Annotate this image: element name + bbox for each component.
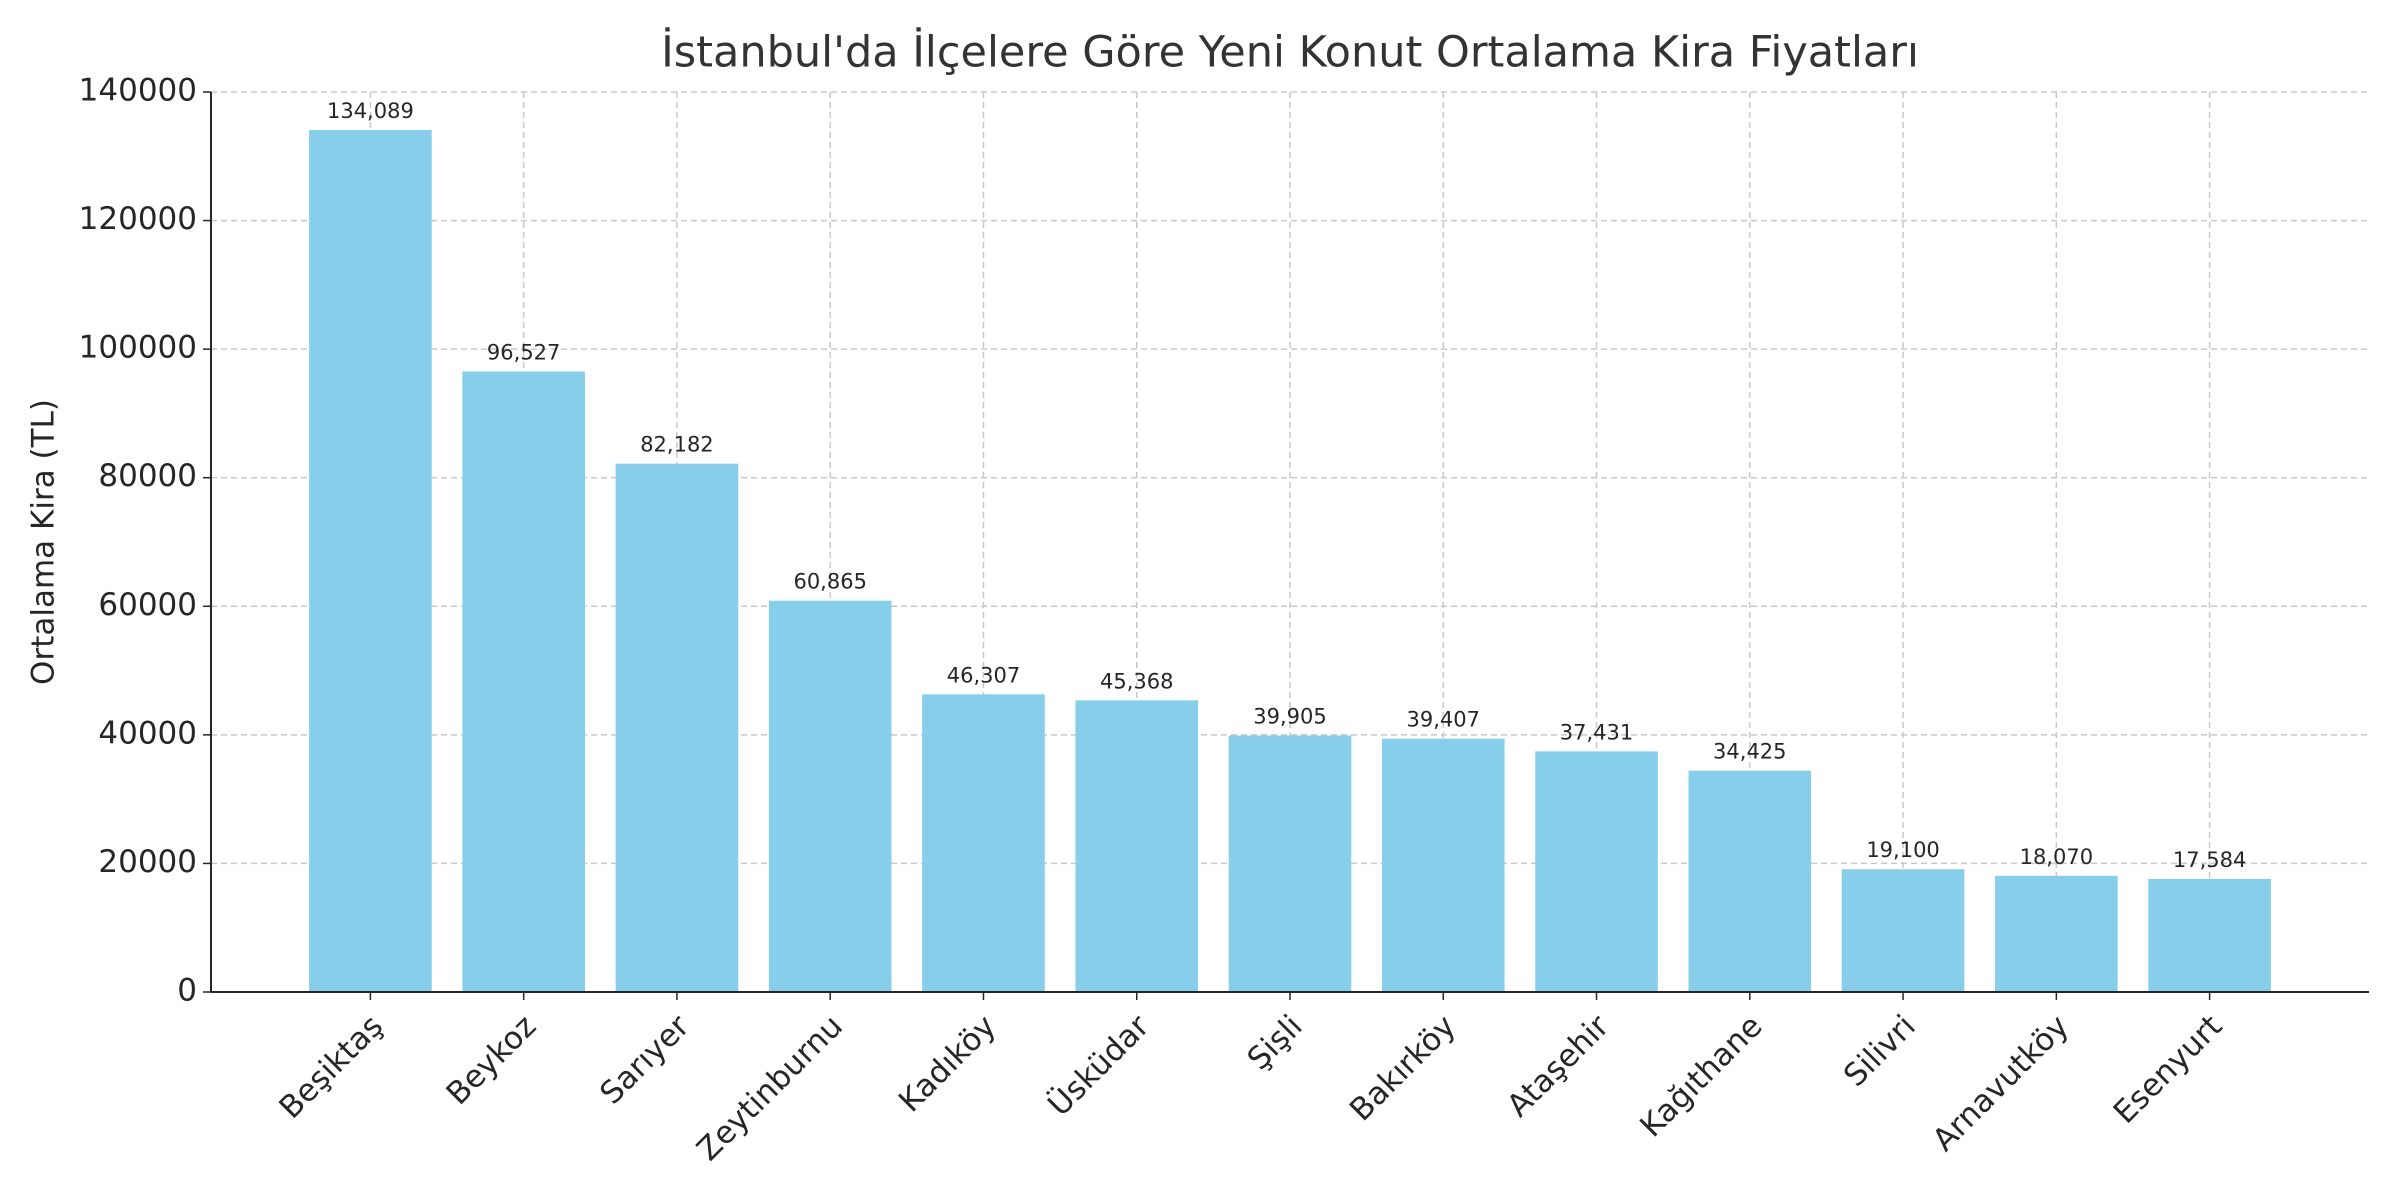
bar	[615, 463, 739, 992]
value-label: 45,368	[1100, 669, 1173, 693]
y-tick-label: 80000	[98, 458, 197, 494]
chart-title: İstanbul'da İlçelere Göre Yeni Konut Ort…	[661, 27, 1919, 78]
value-label: 82,182	[640, 433, 713, 457]
value-label: 134,089	[327, 99, 414, 123]
x-tick-label: Kadıköy	[892, 1008, 1003, 1119]
bar	[2148, 878, 2271, 992]
y-axis-label: Ortalama Kira (TL)	[26, 399, 62, 685]
x-tick-label: Beykoz	[440, 1008, 544, 1112]
x-tick-label: Bakırköy	[1343, 1008, 1463, 1128]
value-label: 39,407	[1407, 708, 1480, 732]
bar	[1995, 875, 2118, 992]
x-tick-label: Ataşehir	[1500, 1008, 1616, 1124]
bar	[1075, 700, 1199, 992]
x-tick-label: Beşiktaş	[272, 1008, 390, 1126]
x-tick-label: Arnavutköy	[1926, 1008, 2076, 1158]
bar	[1841, 869, 1965, 992]
y-tick-label: 60000	[98, 587, 197, 623]
value-label: 46,307	[947, 663, 1020, 687]
x-tick-label: Üsküdar	[1041, 1007, 1157, 1123]
value-label: 96,527	[487, 340, 560, 364]
bar	[1381, 738, 1505, 992]
value-label: 39,905	[1253, 704, 1326, 728]
value-label: 34,425	[1713, 740, 1786, 764]
value-label: 60,865	[793, 570, 866, 594]
x-tick-label: Zeytinburnu	[690, 1008, 850, 1168]
x-tick-label: Esenyurt	[2107, 1008, 2230, 1131]
y-tick-label: 40000	[98, 715, 197, 751]
x-tick-label: Şişli	[1241, 1008, 1310, 1077]
y-tick-label: 100000	[79, 330, 197, 366]
value-label: 17,584	[2173, 848, 2246, 872]
bar	[768, 600, 892, 992]
bar	[309, 129, 432, 993]
x-tick-label: Kağıthane	[1633, 1008, 1769, 1144]
bar	[1688, 770, 1812, 992]
bar	[462, 371, 585, 992]
x-tick-label: Sarıyer	[593, 1008, 697, 1112]
value-label: 19,100	[1866, 838, 1939, 862]
bar	[1228, 735, 1352, 992]
value-label: 37,431	[1560, 720, 1633, 744]
x-tick-label: Silivri	[1837, 1008, 1923, 1094]
value-label: 18,070	[2020, 845, 2093, 869]
y-tick-label: 140000	[79, 73, 197, 109]
y-tick-label: 0	[177, 973, 197, 1009]
bar	[922, 694, 1045, 992]
bar	[1535, 751, 1658, 992]
y-tick-label: 120000	[79, 201, 197, 237]
y-tick-label: 20000	[98, 844, 197, 880]
